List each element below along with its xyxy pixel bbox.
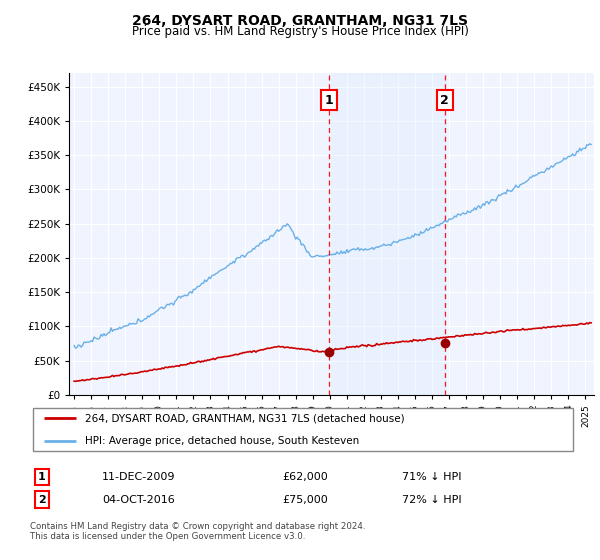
FancyBboxPatch shape (33, 408, 573, 451)
Text: 1: 1 (38, 472, 46, 482)
Text: 72% ↓ HPI: 72% ↓ HPI (402, 494, 461, 505)
Text: Contains HM Land Registry data © Crown copyright and database right 2024.
This d: Contains HM Land Registry data © Crown c… (30, 522, 365, 542)
Text: Price paid vs. HM Land Registry's House Price Index (HPI): Price paid vs. HM Land Registry's House … (131, 25, 469, 38)
Text: 2: 2 (440, 94, 449, 107)
Text: 04-OCT-2016: 04-OCT-2016 (102, 494, 175, 505)
Text: 264, DYSART ROAD, GRANTHAM, NG31 7LS (detached house): 264, DYSART ROAD, GRANTHAM, NG31 7LS (de… (85, 413, 404, 423)
Text: 1: 1 (325, 94, 334, 107)
Bar (329, 73, 445, 395)
Text: 2: 2 (38, 494, 46, 505)
Text: 71% ↓ HPI: 71% ↓ HPI (402, 472, 461, 482)
Text: £62,000: £62,000 (282, 472, 328, 482)
Text: 11-DEC-2009: 11-DEC-2009 (102, 472, 176, 482)
Text: HPI: Average price, detached house, South Kesteven: HPI: Average price, detached house, Sout… (85, 436, 359, 446)
Text: £75,000: £75,000 (282, 494, 328, 505)
Text: 264, DYSART ROAD, GRANTHAM, NG31 7LS: 264, DYSART ROAD, GRANTHAM, NG31 7LS (132, 14, 468, 28)
